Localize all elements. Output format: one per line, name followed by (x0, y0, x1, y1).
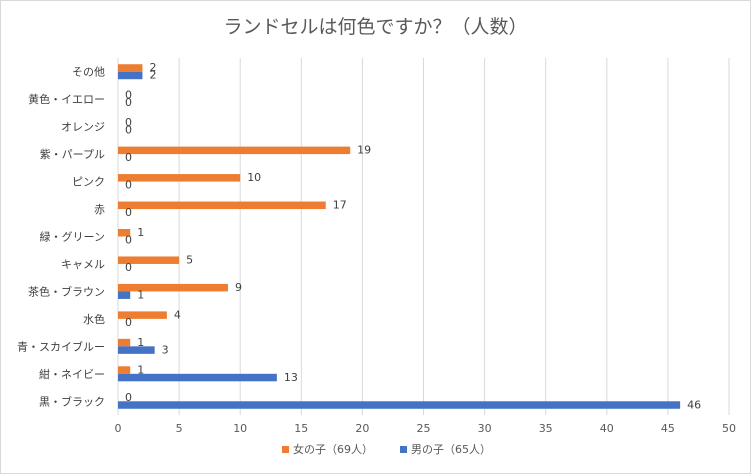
bar (118, 283, 228, 292)
data-label: 1 (137, 288, 144, 301)
bar (118, 174, 241, 182)
category-label: 水色 (83, 312, 105, 326)
legend-label: 男の子（65人） (411, 443, 491, 456)
data-label: 0 (125, 316, 132, 329)
category-label: キャメル (61, 258, 105, 271)
bar (118, 64, 143, 72)
data-label: 0 (125, 151, 132, 164)
data-label: 3 (162, 343, 169, 356)
category-label: 黒・ブラック (39, 394, 105, 408)
x-tick-label: 35 (539, 422, 553, 435)
category-label: 紫・パープル (40, 148, 105, 161)
data-label: 13 (284, 371, 298, 384)
bar (118, 71, 143, 80)
bar (118, 291, 131, 299)
data-label: 0 (125, 261, 132, 274)
category-label: 黄色・イエロー (28, 92, 105, 106)
bar (118, 401, 681, 409)
legend-swatch (282, 446, 289, 453)
chart-title: ランドセルは何色ですか？（人数） (223, 16, 528, 38)
x-tick-label: 5 (176, 422, 183, 435)
data-label: 0 (125, 124, 132, 137)
category-label: 緑・グリーン (40, 230, 105, 244)
bar (118, 146, 351, 155)
bar (118, 229, 131, 237)
category-label: 茶色・ブラウン (28, 284, 105, 298)
x-tick-label: 45 (661, 422, 675, 435)
data-label: 0 (125, 96, 132, 109)
x-tick-label: 40 (600, 422, 614, 435)
category-label: オレンジ (61, 121, 105, 134)
data-label: 2 (149, 61, 156, 74)
x-tick-label: 10 (233, 422, 247, 435)
bar (118, 346, 155, 354)
data-label: 0 (125, 206, 132, 219)
data-label: 1 (137, 336, 144, 349)
category-label: 赤 (94, 203, 105, 216)
data-label: 4 (174, 308, 181, 321)
data-label: 46 (687, 398, 701, 411)
bar (118, 338, 131, 347)
bar (118, 311, 167, 319)
data-label: 5 (186, 253, 193, 266)
data-label: 0 (125, 234, 132, 247)
category-label: その他 (72, 66, 105, 79)
data-label: 0 (125, 89, 132, 102)
data-label: 9 (235, 281, 242, 294)
x-tick-label: 25 (417, 422, 431, 435)
x-tick-label: 0 (115, 422, 122, 435)
data-label: 0 (125, 391, 132, 404)
legend-swatch (400, 446, 407, 453)
data-label: 19 (357, 144, 371, 157)
x-tick-label: 20 (355, 422, 369, 435)
data-label: 0 (125, 116, 132, 129)
legend-label: 女の子（69人） (293, 442, 373, 456)
x-tick-label: 15 (294, 422, 308, 435)
x-tick-label: 30 (478, 422, 492, 435)
data-label: 0 (125, 179, 132, 192)
category-label: 青・スカイブルー (17, 339, 105, 353)
category-label: ピンク (72, 176, 105, 189)
data-label: 17 (333, 199, 347, 212)
data-label: 1 (137, 363, 144, 376)
bar (118, 201, 326, 210)
x-tick-label: 50 (722, 422, 736, 435)
data-label: 1 (137, 226, 144, 239)
bar (118, 373, 277, 382)
data-label: 2 (149, 69, 156, 82)
data-label: 10 (247, 171, 261, 184)
bar (118, 366, 131, 374)
bar (118, 256, 180, 264)
category-label: 紺・ネイビー (39, 367, 105, 381)
